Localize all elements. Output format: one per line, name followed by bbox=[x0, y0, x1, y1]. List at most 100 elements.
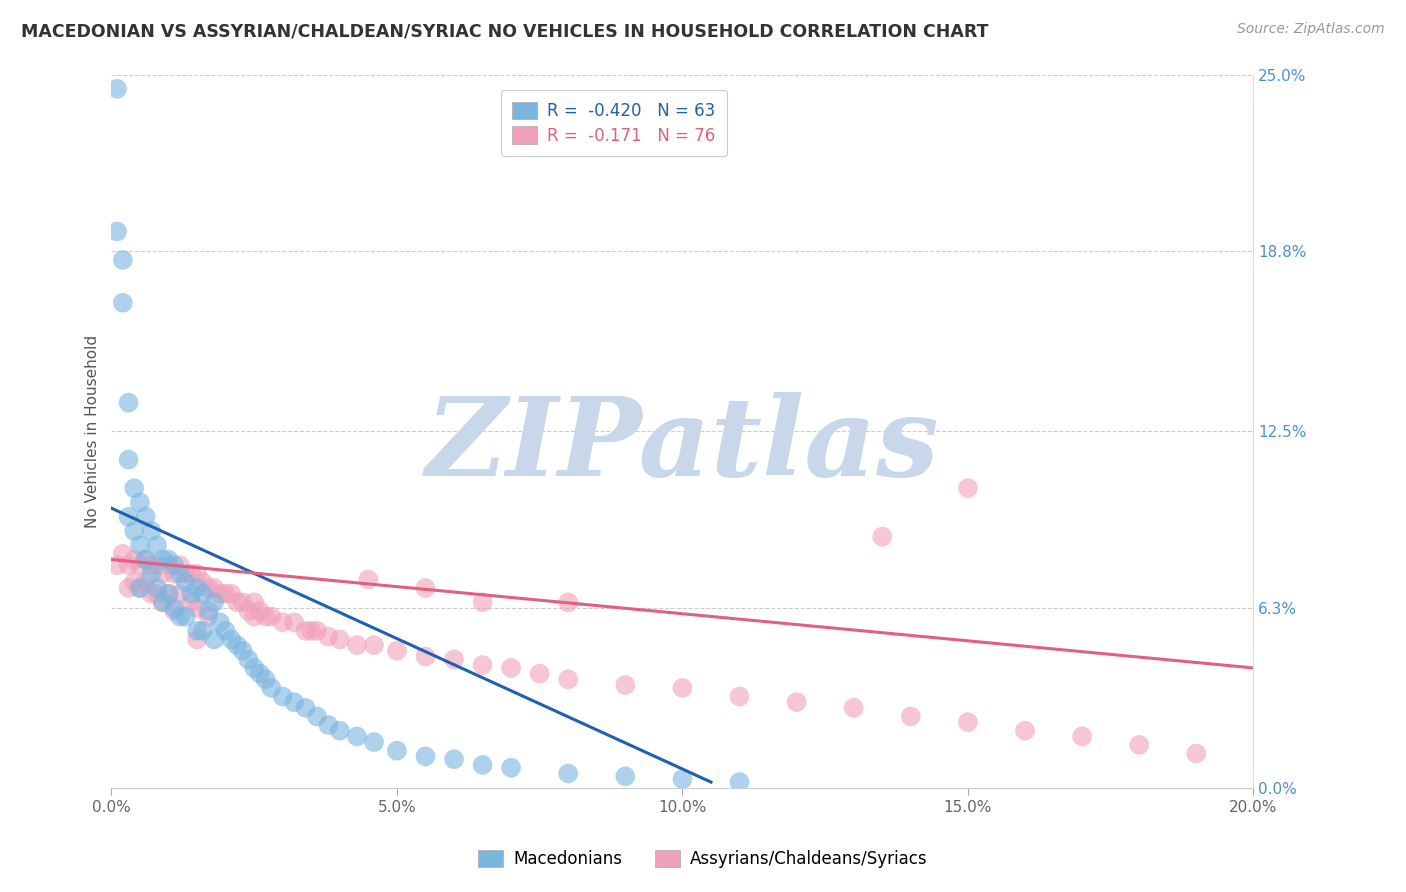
Point bbox=[842, 701, 865, 715]
Point bbox=[260, 609, 283, 624]
Point bbox=[197, 604, 219, 618]
Y-axis label: No Vehicles in Household: No Vehicles in Household bbox=[86, 334, 100, 528]
Point bbox=[385, 644, 408, 658]
Point bbox=[146, 558, 169, 573]
Point bbox=[157, 587, 180, 601]
Point bbox=[122, 552, 145, 566]
Point bbox=[557, 766, 579, 780]
Point bbox=[169, 566, 191, 581]
Point bbox=[249, 666, 271, 681]
Point bbox=[415, 649, 437, 664]
Point bbox=[186, 624, 208, 638]
Point bbox=[191, 575, 214, 590]
Point bbox=[501, 761, 523, 775]
Point bbox=[557, 673, 579, 687]
Point bbox=[111, 252, 134, 267]
Point bbox=[141, 566, 163, 581]
Point bbox=[529, 666, 551, 681]
Point bbox=[226, 638, 249, 652]
Point bbox=[129, 495, 152, 509]
Point bbox=[443, 652, 465, 666]
Point bbox=[122, 481, 145, 495]
Point bbox=[728, 775, 751, 789]
Point bbox=[105, 82, 128, 96]
Point bbox=[202, 595, 225, 609]
Point bbox=[238, 604, 260, 618]
Point bbox=[249, 604, 271, 618]
Point bbox=[243, 595, 266, 609]
Point bbox=[163, 604, 186, 618]
Point bbox=[117, 558, 139, 573]
Point bbox=[299, 624, 322, 638]
Point bbox=[900, 709, 922, 723]
Point bbox=[163, 558, 186, 573]
Point bbox=[163, 566, 186, 581]
Point bbox=[329, 632, 352, 647]
Point bbox=[243, 661, 266, 675]
Point bbox=[260, 681, 283, 695]
Point bbox=[283, 695, 305, 709]
Point bbox=[174, 609, 197, 624]
Point bbox=[197, 609, 219, 624]
Point bbox=[305, 624, 328, 638]
Point bbox=[614, 678, 637, 692]
Point bbox=[232, 644, 254, 658]
Point bbox=[1128, 738, 1150, 752]
Point bbox=[141, 558, 163, 573]
Point bbox=[169, 609, 191, 624]
Legend: R =  -0.420   N = 63, R =  -0.171   N = 76: R = -0.420 N = 63, R = -0.171 N = 76 bbox=[501, 90, 727, 156]
Point bbox=[146, 538, 169, 552]
Point bbox=[117, 395, 139, 409]
Point bbox=[208, 587, 231, 601]
Point bbox=[415, 581, 437, 595]
Point bbox=[135, 552, 157, 566]
Point bbox=[294, 624, 316, 638]
Point bbox=[1071, 730, 1094, 744]
Point bbox=[152, 595, 174, 609]
Point bbox=[214, 587, 236, 601]
Point bbox=[135, 575, 157, 590]
Point bbox=[271, 690, 294, 704]
Point bbox=[157, 558, 180, 573]
Point bbox=[186, 566, 208, 581]
Point bbox=[129, 581, 152, 595]
Point bbox=[174, 575, 197, 590]
Point bbox=[117, 581, 139, 595]
Point bbox=[1014, 723, 1036, 738]
Point bbox=[357, 573, 380, 587]
Point bbox=[169, 558, 191, 573]
Point bbox=[471, 758, 494, 772]
Point bbox=[501, 661, 523, 675]
Point bbox=[180, 595, 202, 609]
Point bbox=[363, 638, 385, 652]
Point bbox=[191, 587, 214, 601]
Point bbox=[129, 581, 152, 595]
Point bbox=[105, 224, 128, 238]
Point bbox=[226, 595, 249, 609]
Point bbox=[471, 595, 494, 609]
Point bbox=[157, 587, 180, 601]
Point bbox=[557, 595, 579, 609]
Point bbox=[202, 581, 225, 595]
Point bbox=[141, 587, 163, 601]
Text: ZIPatlas: ZIPatlas bbox=[426, 392, 939, 500]
Point bbox=[443, 752, 465, 766]
Point bbox=[135, 509, 157, 524]
Text: MACEDONIAN VS ASSYRIAN/CHALDEAN/SYRIAC NO VEHICLES IN HOUSEHOLD CORRELATION CHAR: MACEDONIAN VS ASSYRIAN/CHALDEAN/SYRIAC N… bbox=[21, 22, 988, 40]
Point bbox=[956, 481, 979, 495]
Point bbox=[169, 587, 191, 601]
Point bbox=[254, 673, 277, 687]
Point bbox=[870, 530, 893, 544]
Point bbox=[186, 581, 208, 595]
Point bbox=[129, 538, 152, 552]
Point bbox=[117, 509, 139, 524]
Point bbox=[415, 749, 437, 764]
Point bbox=[221, 632, 243, 647]
Point bbox=[271, 615, 294, 630]
Point bbox=[129, 558, 152, 573]
Point bbox=[214, 624, 236, 638]
Point bbox=[163, 601, 186, 615]
Point bbox=[283, 615, 305, 630]
Point bbox=[135, 552, 157, 566]
Text: Source: ZipAtlas.com: Source: ZipAtlas.com bbox=[1237, 22, 1385, 37]
